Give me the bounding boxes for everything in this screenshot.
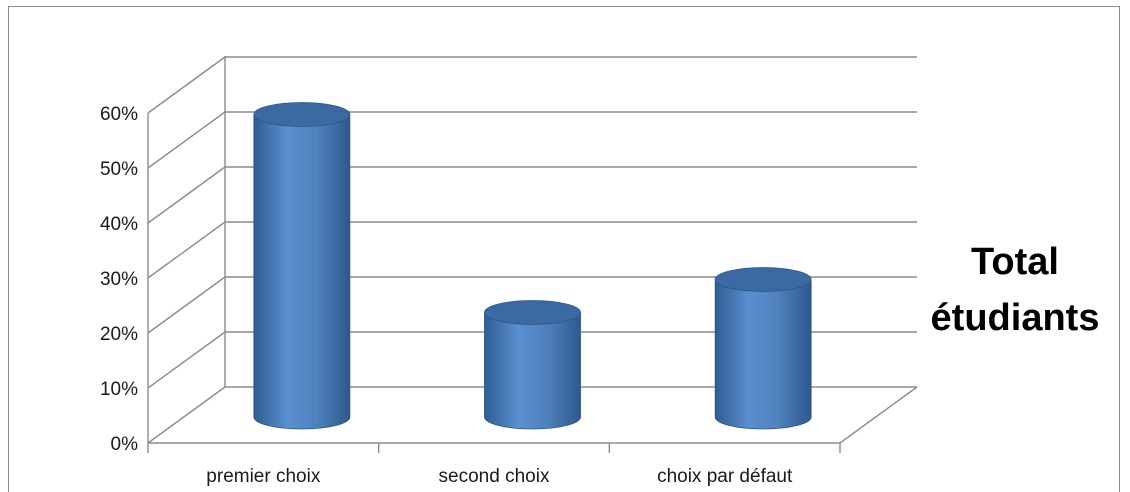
bar-top-cap <box>484 300 581 325</box>
gridline-diagonal <box>147 386 226 444</box>
y-tick-label: 40% <box>100 214 138 235</box>
gridline-diagonal <box>147 221 226 279</box>
bar <box>253 102 351 430</box>
bar-top-cap <box>714 267 812 292</box>
y-tick-label: 30% <box>100 269 138 290</box>
floor-right-edge <box>839 386 918 444</box>
gridline-diagonal <box>147 56 226 114</box>
bar-body <box>714 279 812 430</box>
chart-frame <box>8 6 1120 492</box>
y-tick-label: 10% <box>100 379 138 400</box>
x-axis-labels: premier choix second choix choix par défau… <box>206 466 793 487</box>
x-category-label: premier choix <box>206 466 321 487</box>
y-tick-label: 20% <box>100 324 138 345</box>
x-axis <box>147 443 841 453</box>
gridline-diagonal <box>147 111 226 169</box>
x-category-label: choix par défaut <box>657 466 793 487</box>
y-tick-label: 50% <box>100 159 138 180</box>
legend: Total étudiants <box>915 234 1115 346</box>
gridline-diagonal <box>147 166 226 224</box>
y-tick-label: 0% <box>111 434 139 455</box>
bar-top-cap <box>253 102 351 127</box>
x-category-label: second choix <box>439 466 550 487</box>
legend-label-line1: Total <box>971 241 1059 283</box>
bar-body <box>484 312 581 430</box>
bar <box>484 300 581 430</box>
gridline-diagonal <box>147 276 226 334</box>
bar-body <box>253 114 351 430</box>
legend-label-line2: étudiants <box>930 297 1100 339</box>
bars <box>253 102 812 430</box>
y-tick-label: 60% <box>100 104 138 125</box>
bar <box>714 267 812 430</box>
y-axis-labels: 0% 10% 20% 30% 40% 50% 60% <box>100 104 138 455</box>
gridline-diagonal <box>147 331 226 389</box>
